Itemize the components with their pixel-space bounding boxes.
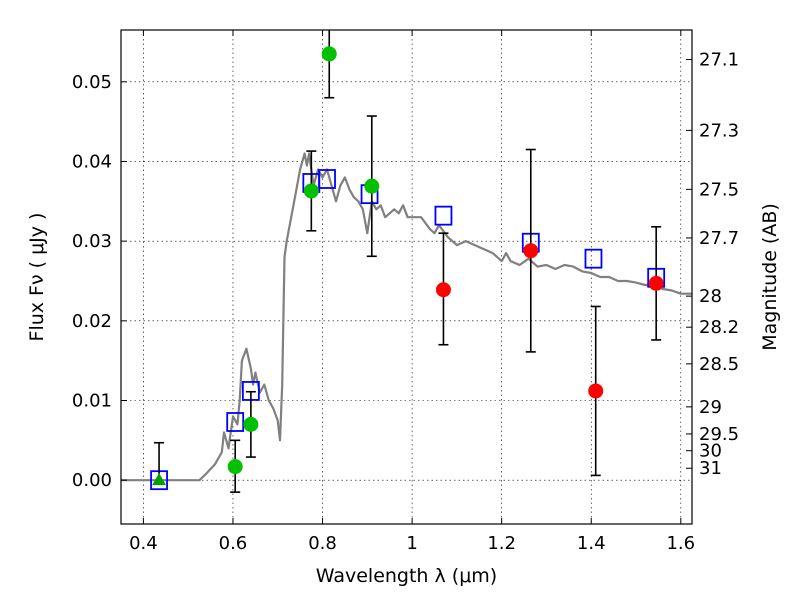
right-tick-label: 27.3 — [699, 120, 739, 141]
x-tick-label: 0.8 — [308, 533, 337, 554]
model-spectrum-line — [121, 152, 692, 482]
right-tick-label: 27.1 — [699, 49, 739, 70]
plot-area — [121, 30, 692, 493]
observed-flux-point — [364, 178, 380, 194]
y-axis-right-label: Magnitude (AB) — [759, 203, 781, 351]
upper-limit-triangle — [152, 473, 167, 486]
right-tick-label: 28.5 — [699, 354, 739, 375]
y-axis-label: Flux Fν ( μJy ) — [26, 213, 48, 342]
observed-flux-point — [523, 243, 539, 259]
right-tick-label: 31 — [699, 458, 722, 479]
y-tick-label: 0.03 — [72, 231, 112, 252]
plot-frame — [120, 29, 693, 525]
observed-flux-point — [588, 383, 604, 399]
x-tick-label: 0.6 — [219, 533, 248, 554]
observed-flux-point — [648, 275, 664, 291]
observed-flux-point — [227, 459, 243, 475]
model-square-point — [226, 412, 245, 432]
right-tick-label: 29 — [699, 397, 722, 418]
model-square-point — [318, 169, 336, 189]
axis-ticks: 0.4 0.6 0.8 1 1.2 1.4 1.6 0.00 0.01 0.02 0.03 0.04 0… — [72, 30, 739, 554]
right-tick-label: 30 — [699, 441, 722, 462]
x-axis-label: Wavelength λ (μm) — [316, 565, 497, 587]
grid — [121, 30, 692, 524]
y-tick-label: 0.01 — [72, 391, 112, 412]
right-tick-label: 27.7 — [699, 228, 739, 249]
observed-flux-point — [303, 183, 319, 199]
right-tick-label: 29.5 — [699, 424, 739, 445]
right-tick-label: 28 — [699, 286, 722, 307]
x-tick-label: 1.6 — [666, 533, 695, 554]
right-tick-label: 28.2 — [699, 317, 739, 338]
y-tick-label: 0.02 — [72, 311, 112, 332]
x-tick-label: 1.2 — [487, 533, 516, 554]
y-tick-label: 0.05 — [72, 72, 112, 93]
observed-flux-point — [321, 46, 337, 62]
x-tick-label: 1.4 — [577, 533, 606, 554]
model-square-point — [434, 205, 453, 226]
x-tick-label: 1 — [406, 533, 417, 554]
right-tick-label: 27.5 — [699, 179, 739, 200]
x-tick-label: 0.4 — [129, 533, 158, 554]
y-tick-label: 0.04 — [72, 151, 112, 172]
observed-flux-point — [243, 416, 259, 432]
y-tick-label: 0.00 — [72, 470, 112, 491]
model-square-point — [584, 248, 603, 269]
observed-flux-point — [435, 282, 451, 298]
